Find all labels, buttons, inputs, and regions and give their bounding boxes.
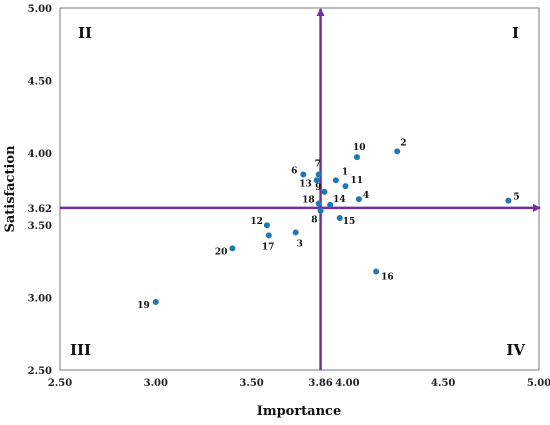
data-point-label-13: 13 [299,179,312,189]
data-point-label-20: 20 [215,247,228,257]
data-point-14 [327,201,334,208]
data-point-3 [292,229,299,236]
data-point-4 [355,196,362,203]
quadrant-label-i: I [512,24,519,42]
quadrant-label-ii: II [78,24,92,42]
x-tick-label: 3.50 [239,378,263,389]
x-tick-label: 2.50 [48,378,72,389]
data-point-label-8: 8 [311,216,317,226]
data-point-label-12: 12 [250,217,263,227]
x-tick-label: 3.86 [308,378,332,389]
data-point-label-18: 18 [302,195,315,205]
data-point-17 [265,232,272,239]
data-point-10 [353,154,360,161]
y-tick-label: 3.50 [28,221,52,232]
data-point-20 [229,245,236,252]
data-point-12 [263,222,270,229]
x-tick-label: 4.00 [335,378,359,389]
y-tick-label: 4.50 [28,76,52,87]
data-point-label-3: 3 [297,239,303,249]
data-point-label-9: 9 [315,183,321,193]
y-tick-label: 3.00 [28,294,52,305]
x-tick-label: 5.00 [527,378,550,389]
data-point-label-2: 2 [400,138,406,148]
y-tick-label: 5.00 [28,4,52,15]
data-point-9 [321,188,328,195]
data-point-label-17: 17 [262,242,275,252]
data-point-label-16: 16 [381,273,394,283]
data-point-label-1: 1 [342,167,348,177]
quadrant-label-iv: IV [506,341,525,359]
y-tick-label: 3.62 [28,204,52,215]
y-axis-ticks: 2.50 3.00 3.50 3.62 4.00 4.50 5.00 [28,4,52,377]
data-point-label-7: 7 [315,160,321,170]
reference-lines [60,8,541,370]
data-point-11 [342,183,349,190]
x-tick-label: 3.00 [144,378,168,389]
data-point-label-11: 11 [350,176,363,186]
data-point-5 [505,197,512,204]
data-point-label-6: 6 [291,167,297,177]
data-point-7 [315,171,322,178]
quadrant-label-iii: III [70,341,91,359]
y-tick-label: 4.00 [28,149,52,160]
x-axis-title: Importance [257,404,342,419]
data-point-1 [332,177,339,184]
data-point-label-15: 15 [343,217,356,227]
data-point-15 [336,214,343,221]
data-point-label-19: 19 [137,301,150,311]
data-point-19 [152,298,159,305]
y-axis-title: Satisfaction [3,145,18,233]
plot-area-frame [59,7,540,371]
data-point-label-14: 14 [333,195,346,205]
data-point-18 [315,200,322,207]
data-point-2 [394,148,401,155]
x-axis-ticks: 2.50 3.00 3.50 3.86 4.00 4.50 5.00 [48,378,550,389]
data-point-8 [317,207,324,214]
x-tick-label: 4.50 [431,378,455,389]
data-point-label-10: 10 [353,143,366,153]
data-point-13 [313,177,320,184]
data-point-label-4: 4 [363,191,369,201]
data-point-16 [373,268,380,275]
y-tick-label: 2.50 [28,366,52,377]
data-point-6 [300,171,307,178]
data-point-label-5: 5 [513,193,519,203]
